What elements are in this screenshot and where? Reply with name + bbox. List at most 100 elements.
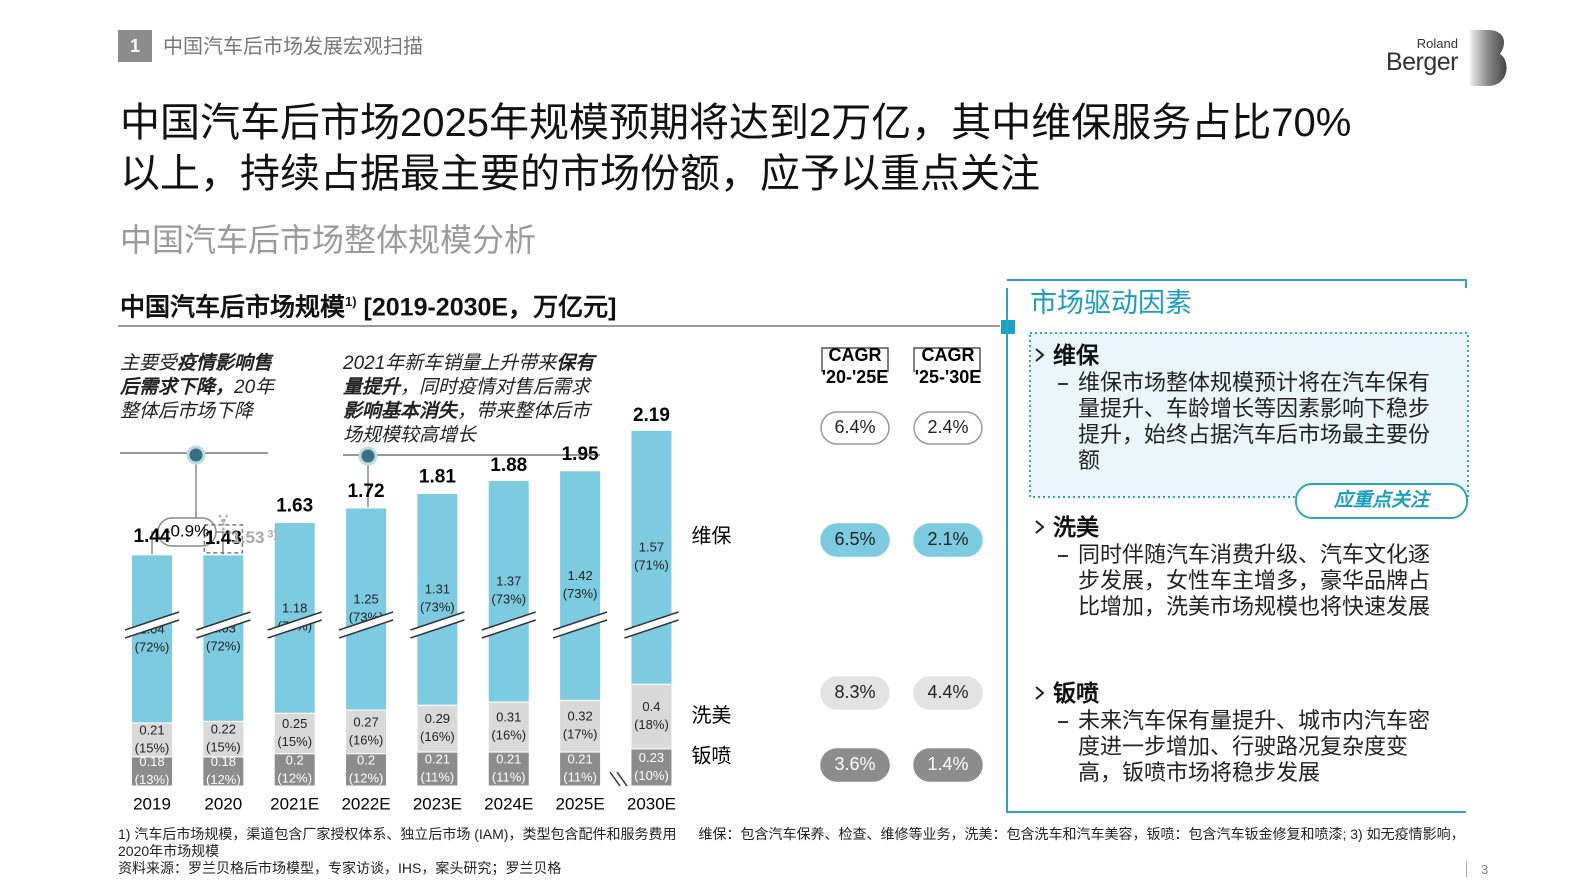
callout-text: 2021年新车销量上升带来 [343,353,557,374]
driver-text: 维保市场整体规模预计将在汽车保有量提升、车龄增长等因素影响下稳步提升，始终占据汽… [1058,370,1448,474]
segment-share: (71%) [634,558,669,573]
total-label: 1.72 [348,481,385,502]
legend-label: 钣喷 [691,745,731,768]
bar-segment [559,699,602,753]
badge: 应重点关注 [1295,483,1468,519]
segment-value: 0.2 [286,752,304,767]
segment-value: 1.18 [282,600,307,615]
bar-segment [131,756,173,787]
cagr-header: '20-'25E [822,367,889,387]
bar-segment [345,709,388,755]
total-label: 1.44 [134,526,171,547]
bar-break-line [481,611,536,639]
chart-unit: [2019-2030E，万亿元] [363,293,617,322]
bar-segment [273,712,316,755]
bar-segment [487,751,530,787]
bar-break [196,612,251,638]
segment-share: (16%) [420,729,455,744]
change-bubble [157,517,217,547]
bar-segment [416,704,459,753]
driver-heading: 洗美 [1035,512,1455,542]
segment-share: (72%) [206,639,241,654]
segment-share: (11%) [563,769,597,784]
total-label: 1.43 [205,528,242,549]
bar-segment [345,753,388,787]
bar-segment [559,751,602,787]
callout-text: 20年整体后市场下降 [120,377,275,422]
bar-break [553,612,608,638]
total-label: 1.88 [490,455,527,476]
callout-marker [358,446,378,466]
bar-segment [559,470,602,701]
segment-value: 0.18 [139,754,164,769]
segment-value: 0.23 [639,750,664,765]
bar-segment [202,756,245,787]
segment-share: (16%) [349,732,384,747]
bar-break [481,612,536,638]
subtitle: 中国汽车后市场整体规模分析 [120,222,537,258]
cagr-header: CAGR [829,345,882,365]
arrow [218,514,232,534]
bar-segment [273,753,316,787]
chevron [1035,686,1045,700]
segment-value: 0.21 [139,722,164,737]
bar-segment [630,748,673,787]
segment-share: (11%) [421,769,455,784]
bar-segment [345,507,388,711]
cagr-pill [820,676,890,710]
x-tick-label: 2030E [627,794,676,813]
bar-break [267,612,322,638]
footnotes: 1) 汽车后市场规模，渠道包含厂家授权体系、独立后市场 (IAM)，类型包含配件… [118,826,1468,877]
callout-text: 保有量提升 [343,353,595,398]
callout-text: 主要受 [120,353,178,374]
axis-break [609,771,628,787]
bar-segment [202,554,245,722]
bar-break-line [410,611,465,639]
chart-title: 中国汽车后市场规模1) [2019-2030E，万亿元] [120,285,616,324]
segment-share: (13%) [135,772,170,787]
driver-heading-text: 钣喷 [1053,680,1099,706]
cagr-pill [913,411,983,445]
total-label: 1.63 [276,496,313,517]
bar-segment [416,492,459,706]
total-label: 1.81 [419,466,456,487]
segment-share: (17%) [563,727,598,742]
driver-heading: 维保 [1035,340,1455,370]
segment-value: 0.22 [211,722,236,737]
panel-title: 市场驱动因素 [1030,288,1192,318]
chevron [1035,520,1045,534]
bar-segment [202,720,245,758]
segment-share: (10%) [634,768,669,783]
footnote: 1) 汽车后市场规模，渠道包含厂家授权体系、独立后市场 (IAM)，类型包含配件… [118,826,677,842]
x-tick-label: 2023E [413,794,462,813]
driver-text: 同时伴随汽车消费升级、汽车文化逐步发展，女性车主增多，豪华品牌占比增加，洗美市场… [1058,542,1448,620]
highlight-box [1029,332,1469,498]
dashed-box [203,524,244,554]
segment-value: 0.27 [353,714,378,729]
segment-value: 1.57 [639,540,664,555]
total-label: 2.19 [633,405,670,426]
cagr-value: 2.1% [927,529,968,549]
segment-value: 0.18 [211,754,236,769]
segment-share: (12%) [277,770,312,785]
x-tick-label: 2021E [270,794,319,813]
bar-segment [131,722,173,758]
driver-item: 维保 维保市场整体规模预计将在汽车保有量提升、车龄增长等因素影响下稳步提升，始终占… [1035,340,1455,474]
segment-value: 1.25 [353,591,378,606]
segment-value: 0.2 [357,752,375,767]
segment-value: 0.21 [425,751,450,766]
segment-share: (15%) [206,740,241,755]
cagr-header: CAGR [922,345,975,365]
change-label: -0.9% [165,521,209,540]
cagr-pill [820,523,890,557]
cagr-value: 3.6% [834,754,875,774]
bar-break [624,612,679,638]
driver-text: 未来汽车保有量提升、城市内汽车密度进一步增加、行驶路况复杂度变高，钣喷市场将稳步… [1058,708,1448,786]
chevron [1035,348,1045,362]
bar-segment [487,479,530,703]
segment-share: (73%) [563,586,598,601]
callout-text: ，同时疫情对售后需求 [400,377,591,398]
segment-value: 0.21 [496,751,521,766]
